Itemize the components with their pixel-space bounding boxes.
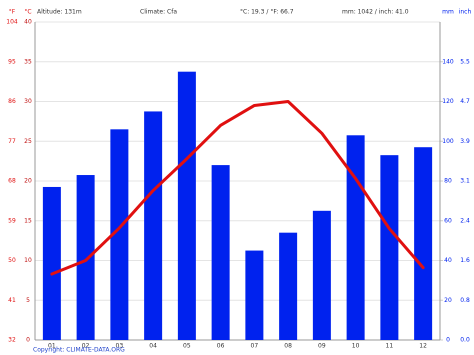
y2-tick-label-inch: 1.6 [460,257,470,264]
y2-tick-label-inch: 0.8 [460,297,470,304]
y-tick-label: 10 [24,257,32,264]
y2-tick-label: 80 [444,178,452,185]
y2-tick-label: 20 [444,297,452,304]
bar [42,186,61,340]
bar [76,175,95,340]
y2-tick-label-inch: 4.7 [460,98,470,105]
bar [279,232,298,340]
x-tick-label: 02 [82,343,90,350]
x-tick-label: 01 [48,343,56,350]
y-tick-label-f: 95 [8,58,16,65]
header-text: °C: 19.3 / °F: 66.7 [240,9,294,16]
y-tick-label-f: 59 [8,217,16,224]
bar [414,147,433,340]
x-tick-label: 03 [116,343,124,350]
header-text: °C [24,9,31,16]
y2-tick-label: 120 [442,98,454,105]
line [50,100,425,276]
y2-tick-label-inch: 3.1 [460,178,470,185]
y2-tick-label: 40 [444,257,452,264]
x-tick-label: 04 [149,343,157,350]
y-tick-label-f: 86 [8,98,16,105]
y2-tick-label-inch: 2.4 [460,217,470,224]
y-tick-label-f: 77 [8,138,16,145]
bar [110,129,129,340]
y2-tick-label: 140 [442,58,454,65]
x-tick-label: 05 [183,343,191,350]
header-text: mm [442,9,454,16]
y-tick-label-f: 50 [8,257,16,264]
header-text: Climate: Cfa [140,9,177,16]
bar [380,155,399,340]
bar [211,165,230,340]
x-tick-label: 10 [352,343,360,350]
y-tick-label-f: 68 [8,178,16,185]
y2-tick-label: 0 [446,337,450,344]
y2-tick-label-inch: 5.5 [460,58,470,65]
x-tick-label: 08 [284,343,292,350]
y2-tick-label: 100 [442,138,454,145]
bar [144,111,163,340]
y-tick-label: 20 [24,178,32,185]
y-tick-label: 30 [24,98,32,105]
header-text: Altitude: 131m [37,9,82,16]
bar [346,135,365,340]
header-text: inch [459,9,472,16]
y-tick-label: 35 [24,58,32,65]
y-tick-label-f: 41 [8,297,16,304]
y-tick-label: 15 [24,217,32,224]
footer: Copyright: CLIMATE-DATA.ORG [33,347,125,354]
header-text: °F [9,9,16,16]
y2-tick-label-inch: 0.0 [460,337,470,344]
y-tick-label: 0 [26,337,30,344]
x-tick-label: 09 [318,343,326,350]
x-tick-label: 11 [386,343,394,350]
y2-tick-label-inch: 3.9 [460,138,470,145]
y-tick-label-f: 104 [6,19,18,26]
y2-tick-label: 60 [444,217,452,224]
x-tick-label: 07 [251,343,259,350]
bar [177,71,196,340]
header-text: mm: 1042 / inch: 41.0 [342,9,409,16]
bar [312,210,331,340]
x-tick-label: 06 [217,343,225,350]
y-tick-label: 5 [26,297,30,304]
y-tick-label: 40 [24,19,32,26]
x-tick-label: 12 [419,343,427,350]
bar [245,250,264,340]
y-tick-label: 25 [24,138,32,145]
y-tick-label-f: 32 [8,337,16,344]
